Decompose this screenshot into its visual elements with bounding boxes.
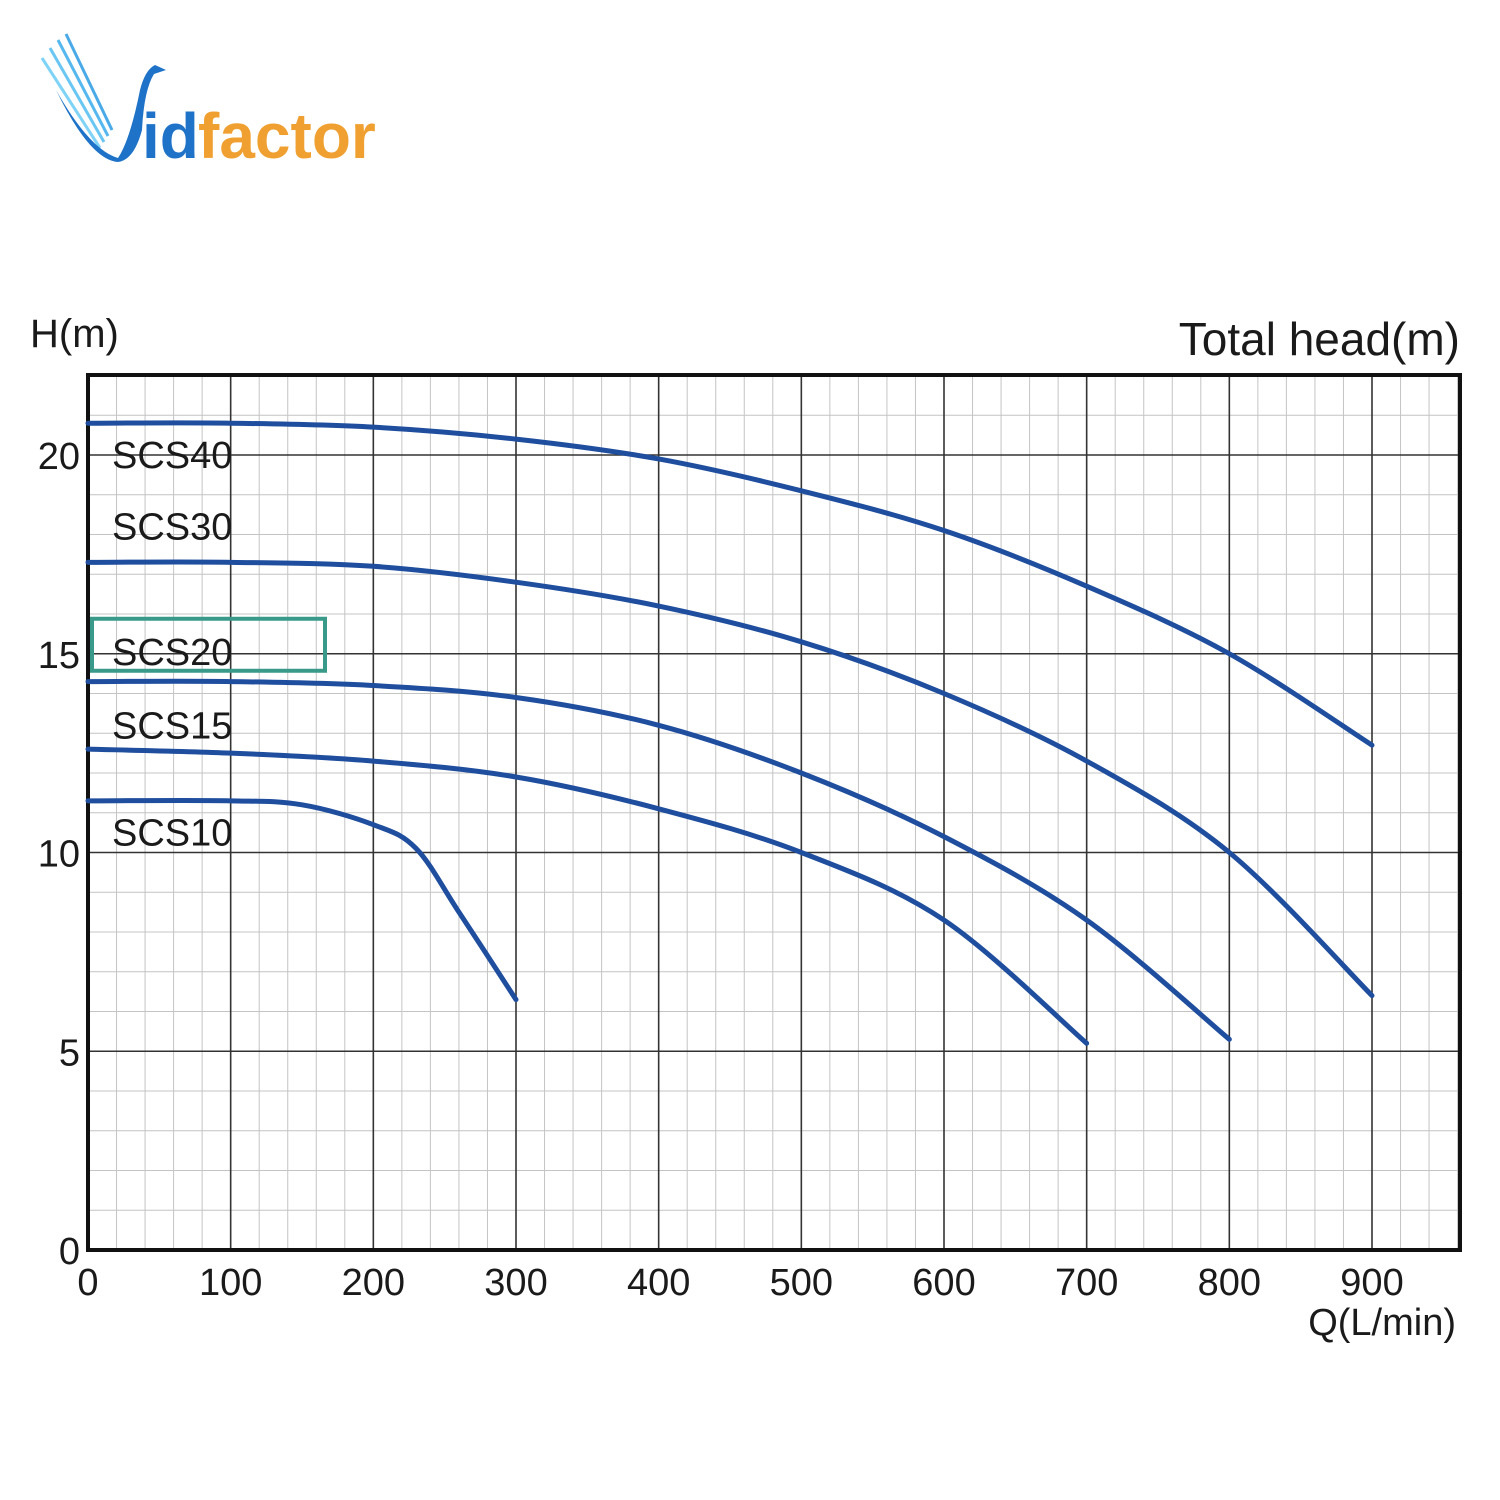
y-tick-label: 5 <box>59 1032 80 1074</box>
x-tick-label: 500 <box>770 1262 833 1304</box>
series-label-scs20: SCS20 <box>112 632 232 674</box>
plot-frame <box>86 373 1462 1252</box>
series-label-scs15: SCS15 <box>112 705 232 747</box>
x-tick-label: 400 <box>627 1262 690 1304</box>
x-tick-label: 600 <box>912 1262 975 1304</box>
series-line-scs40 <box>85 420 1375 748</box>
x-tick-label: 0 <box>77 1262 98 1304</box>
series-label-scs10: SCS10 <box>112 813 232 855</box>
logo-text-factor: factor <box>198 100 376 172</box>
x-axis-label: Q(L/min) <box>1308 1302 1456 1344</box>
x-tick-label: 300 <box>484 1262 547 1304</box>
y-tick-label: 10 <box>38 834 80 876</box>
y-tick-label: 20 <box>38 436 80 478</box>
chart-title: Total head(m) <box>1178 313 1460 365</box>
logo-text-id: id <box>142 100 199 172</box>
y-tick-label: 0 <box>59 1231 80 1273</box>
y-tick-label: 15 <box>38 635 80 677</box>
y-axis-label: H(m) <box>30 312 119 356</box>
vidfactor-logo: id factor <box>40 33 376 172</box>
series-line-scs10 <box>85 798 519 1003</box>
series-label-scs40: SCS40 <box>112 435 232 477</box>
logo-bird-icon <box>40 33 166 162</box>
x-tick-label: 200 <box>342 1262 405 1304</box>
series-label-scs30: SCS30 <box>112 507 232 549</box>
x-tick-label: 700 <box>1055 1262 1118 1304</box>
x-tick-label: 800 <box>1198 1262 1261 1304</box>
x-tick-label: 100 <box>199 1262 262 1304</box>
series-line-scs20 <box>85 678 1232 1042</box>
series-line-scs30 <box>85 559 1375 999</box>
series-highlight-box <box>90 616 327 673</box>
series-line-scs15 <box>85 746 1090 1046</box>
x-tick-label: 900 <box>1340 1262 1403 1304</box>
